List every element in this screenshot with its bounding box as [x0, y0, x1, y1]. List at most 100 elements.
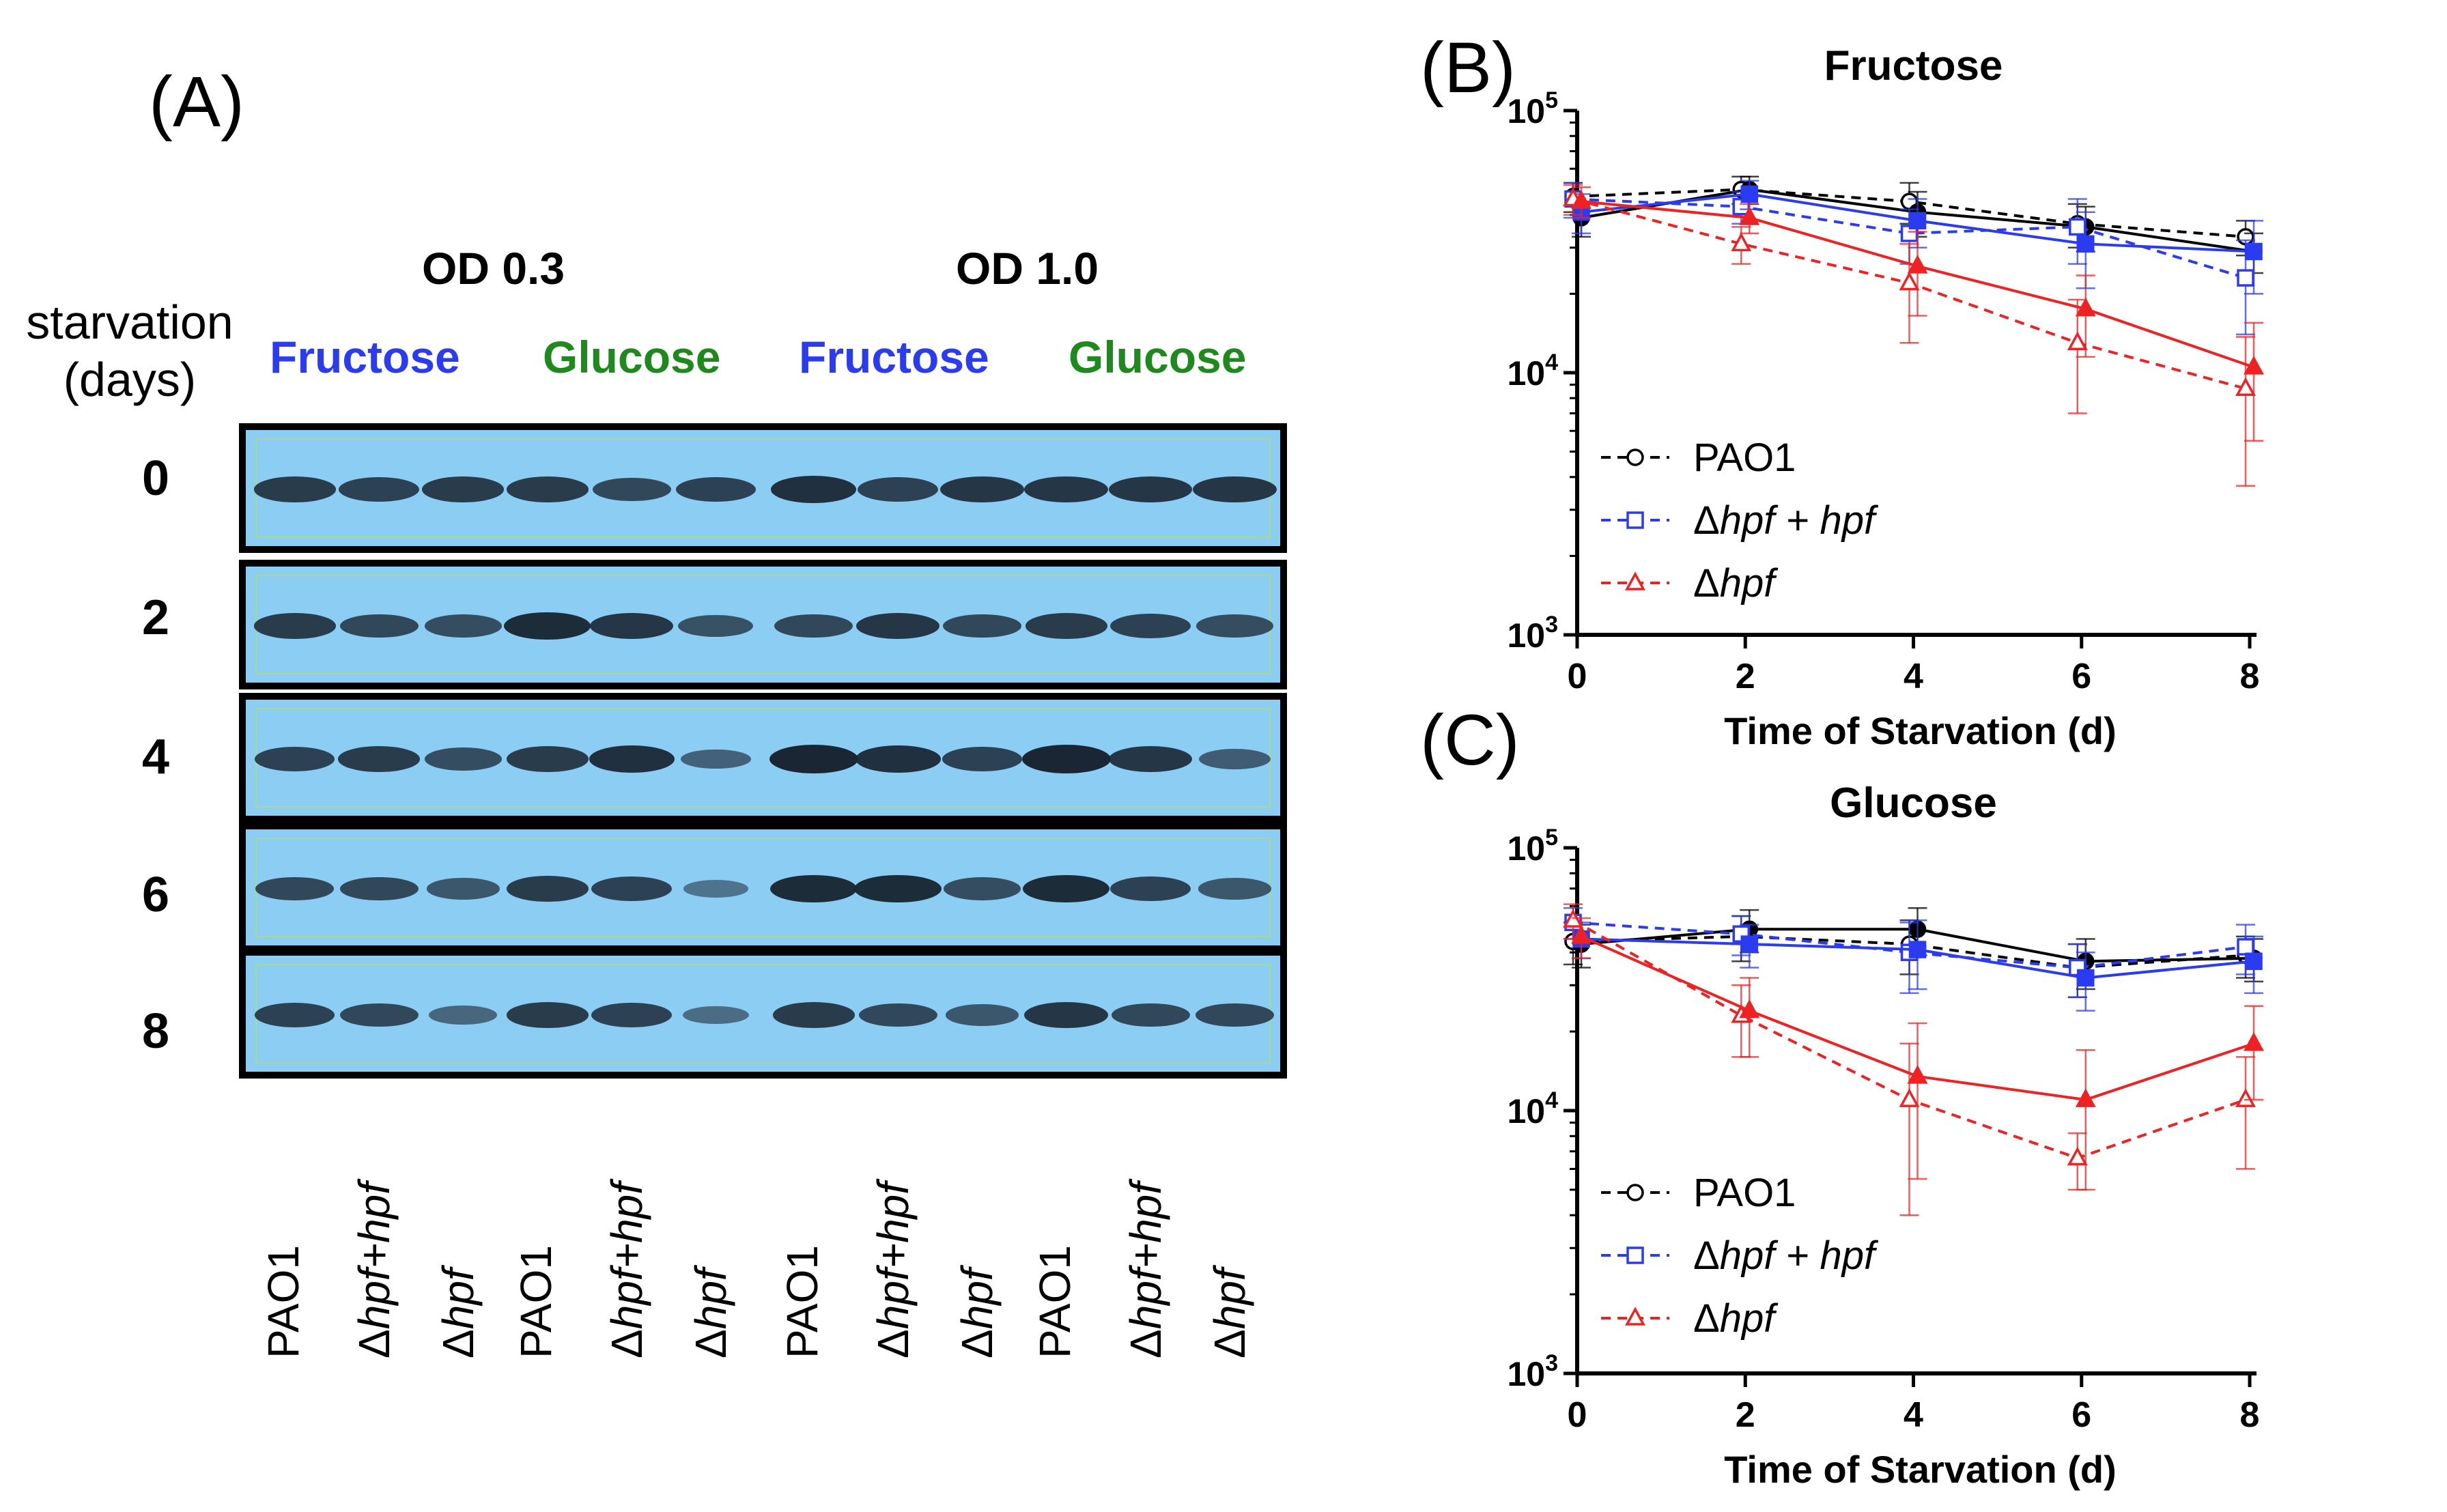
blot-strip-day-6 [239, 823, 1287, 952]
blot-strip-day-4 [239, 693, 1287, 823]
data-point-square [2069, 218, 2087, 236]
data-point-square [2077, 235, 2095, 253]
blot-band [855, 745, 941, 773]
lane-label-delta: Δ [602, 1329, 651, 1358]
legend-delta: Δ [1693, 1233, 1720, 1278]
blot-band [675, 477, 756, 502]
blot-band [591, 876, 672, 901]
panel-a-letter: (A) [149, 62, 244, 142]
blot-band [942, 614, 1021, 638]
blot-band [506, 876, 589, 902]
blot-band [425, 614, 502, 638]
legend-strain: PAO1 [1693, 436, 1796, 480]
od10-fructose-label: Fructose [799, 332, 989, 382]
lane-label: PAO1 [258, 1245, 309, 1358]
y-tick-exponent: 5 [1545, 87, 1558, 113]
blot-band [591, 1003, 672, 1027]
data-point-triangle [2244, 356, 2264, 375]
lane-label-delta: Δ [686, 1329, 736, 1358]
lane-label-strain: hpf [952, 1268, 1002, 1330]
lane-label-strain: hpf+hpf [868, 1182, 918, 1330]
y-tick-label: 105 [1507, 825, 1558, 868]
lane-label-strain: PAO1 [1030, 1245, 1079, 1358]
blot-band [589, 612, 674, 640]
blot-band [945, 1004, 1019, 1026]
data-point-circle [1626, 448, 1644, 466]
blot-band [506, 476, 589, 502]
blot-band [1193, 476, 1277, 503]
blot-band [338, 746, 420, 772]
y-tick-base: 10 [1507, 616, 1545, 655]
data-point-square [1908, 212, 1927, 230]
lane-label: Δhpf+hpf [868, 1182, 918, 1358]
legend-strain: PAO1 [1693, 1171, 1796, 1215]
legend-label: Δhpf + hpf [1693, 498, 1879, 543]
data-point-triangle [1571, 925, 1592, 944]
y-tick-label: 103 [1507, 1350, 1558, 1393]
data-point-triangle [1907, 255, 1928, 274]
starvation-label-line1: starvation [26, 296, 234, 349]
lane-label: Δhpf+hpf [349, 1182, 399, 1358]
blot-strip-day-8 [239, 949, 1287, 1079]
lane-label-strain: PAO1 [777, 1245, 827, 1358]
x-tick-label: 2 [1736, 657, 1755, 696]
y-tick-base: 10 [1507, 1092, 1545, 1130]
series-line-deltahpf+hpf-dashed [1572, 197, 2246, 280]
blot-band [254, 1003, 335, 1027]
lane-label-delta: Δ [952, 1329, 1002, 1358]
blot-band [681, 749, 751, 769]
data-point-square [2245, 952, 2263, 970]
day-label-8: 8 [141, 1004, 170, 1059]
legend-strain: hpf [1720, 1233, 1779, 1278]
lane-label: Δhpf [433, 1268, 483, 1358]
blot-band [1108, 476, 1193, 503]
x-axis-label: Time of Starvation (d) [1724, 1448, 2117, 1491]
lane-label: PAO1 [511, 1245, 561, 1358]
lane-label-delta: Δ [1205, 1329, 1255, 1358]
blot-band [339, 614, 419, 638]
data-point-square [1626, 511, 1644, 529]
legend-delta: Δ [1693, 1296, 1720, 1341]
lane-label-delta: Δ [350, 1329, 399, 1358]
x-tick-label: 8 [2240, 657, 2260, 696]
lane-label-strain: hpf [434, 1268, 483, 1330]
series-line-deltahpf+hpf-dashed [1572, 921, 2246, 969]
data-point-circle [1626, 1184, 1644, 1201]
lane-label: PAO1 [1030, 1245, 1080, 1358]
data-point-triangle [1899, 271, 1920, 291]
data-point-triangle [1739, 206, 1760, 225]
lane-label-strain: hpf+hpf [1121, 1182, 1170, 1330]
data-point-square [2237, 269, 2254, 287]
blot-band [683, 880, 748, 898]
x-tick-label: 2 [1736, 1395, 1755, 1435]
legend-suffix: + hpf [1774, 1233, 1879, 1278]
blot-band [940, 476, 1024, 503]
blot-band [339, 876, 419, 901]
blot-band [1198, 749, 1271, 769]
day-label-2: 2 [141, 590, 170, 645]
data-point-square [2237, 938, 2254, 956]
blot-band [774, 614, 853, 638]
data-point-square [1740, 935, 1758, 953]
legend-strain: hpf [1720, 1296, 1779, 1341]
lane-label-strain: hpf+hpf [350, 1182, 399, 1330]
lane-label-strain: hpf [686, 1268, 736, 1330]
y-tick-exponent: 4 [1545, 350, 1558, 375]
x-tick-label: 4 [1904, 1395, 1923, 1435]
x-tick-label: 6 [2071, 1395, 2091, 1435]
x-tick-label: 8 [2240, 1395, 2260, 1435]
starvation-axis-label: starvation (days) [14, 294, 246, 408]
lane-label: Δhpf [685, 1268, 736, 1358]
blot-band [426, 878, 500, 900]
blot-band [1196, 614, 1273, 638]
od-1.0-label: OD 1.0 [956, 243, 1099, 294]
od-0.3-label: OD 0.3 [422, 243, 565, 294]
y-tick-base: 10 [1507, 354, 1545, 393]
lane-label-delta: Δ [434, 1329, 483, 1358]
data-point-triangle [2235, 1088, 2256, 1107]
blot-band [1111, 1003, 1190, 1027]
data-point-triangle [1731, 232, 1752, 252]
legend-label: Δhpf [1693, 1296, 1779, 1341]
x-tick-label: 6 [2071, 657, 2091, 696]
